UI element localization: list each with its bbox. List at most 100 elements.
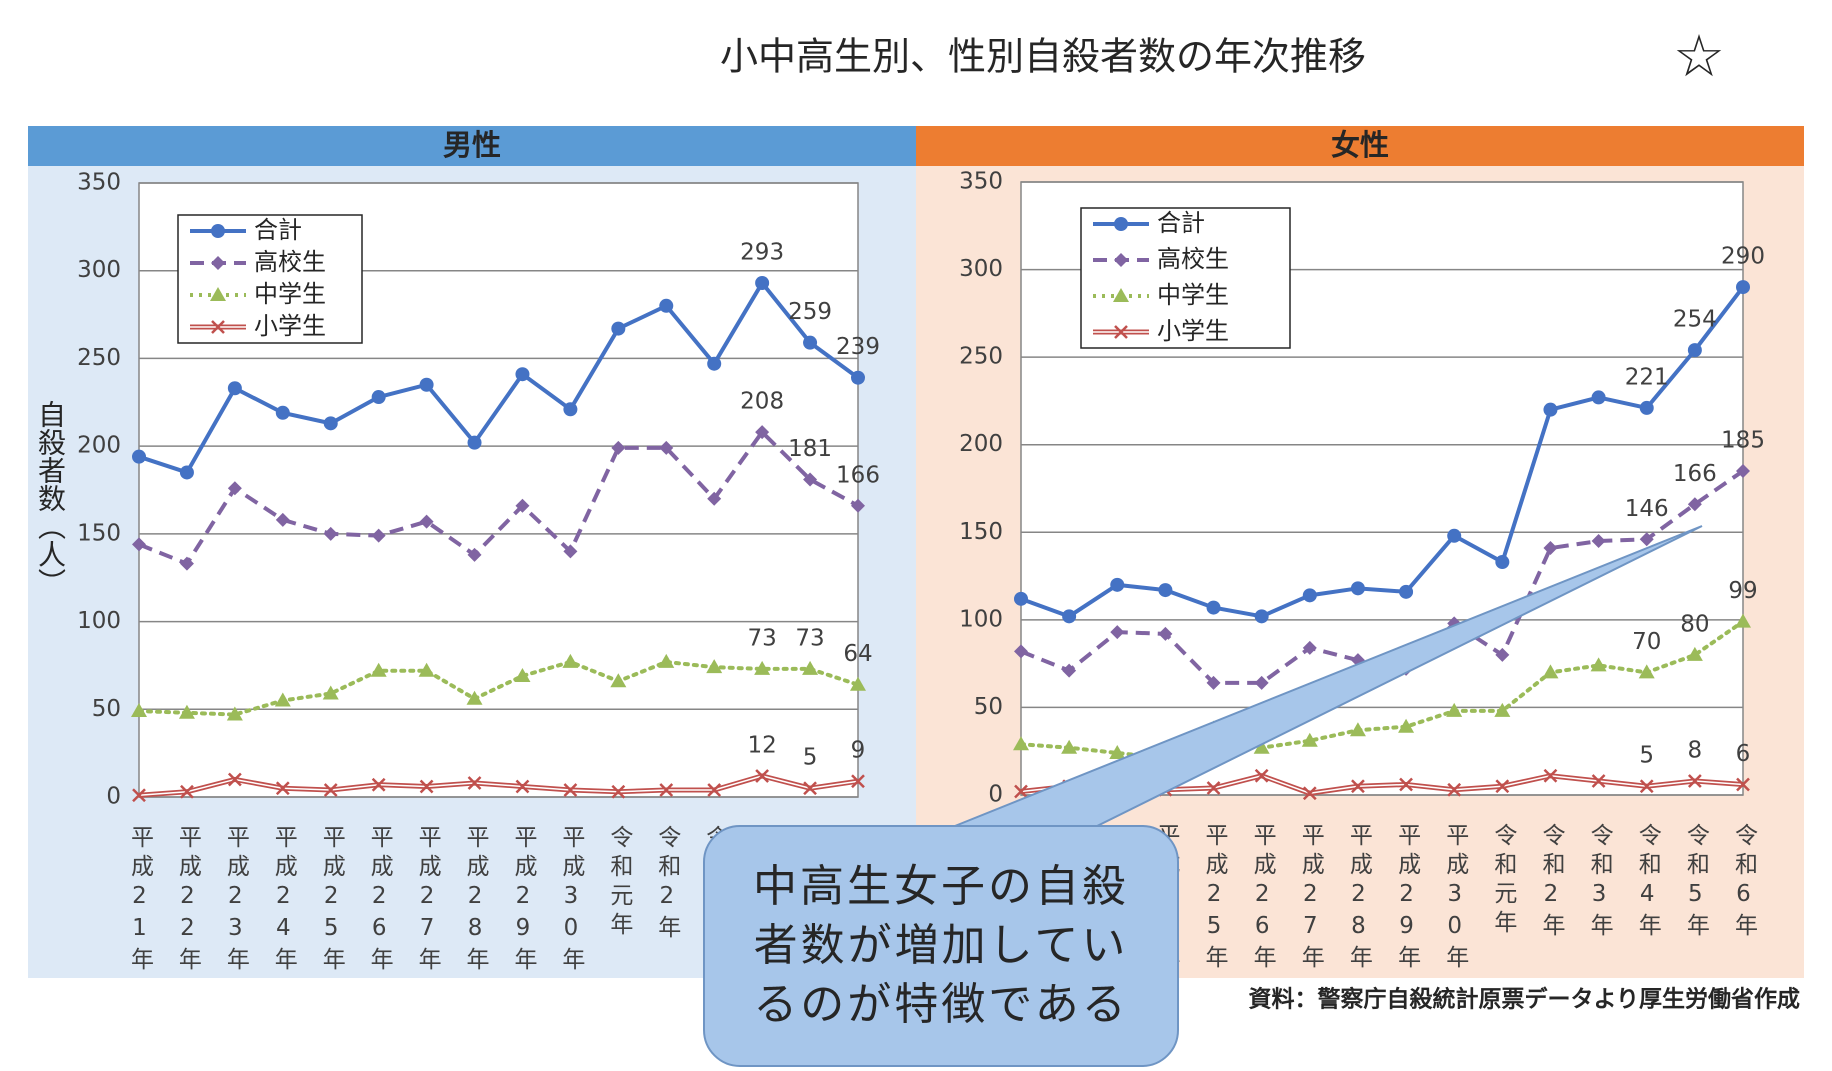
point (1687, 497, 1702, 512)
data-label: 290 (1721, 244, 1765, 270)
y-tick-label: 300 (77, 257, 121, 283)
point (1591, 390, 1606, 405)
point (322, 685, 339, 700)
y-tick-label: 0 (988, 782, 1003, 808)
point (275, 405, 290, 420)
y-tick-label: 250 (77, 345, 121, 371)
x-tick-label: 平成24年 (270, 825, 298, 976)
star-mark: ☆ (1673, 22, 1725, 90)
data-label: 259 (788, 299, 832, 325)
y-tick-label: 100 (77, 608, 121, 634)
point (1686, 646, 1703, 661)
data-label: 9 (851, 738, 866, 764)
data-label: 239 (836, 334, 880, 360)
point (514, 667, 531, 682)
point (515, 367, 530, 382)
chart-panel: 男性 0 50 100 150 200 250 300 350 自殺者数（人） 平成21年 平成22年… (28, 126, 916, 978)
point (1591, 774, 1606, 788)
point (1061, 739, 1078, 754)
data-label: 8 (1688, 737, 1703, 763)
panel-title: 女性 (1331, 128, 1389, 162)
data-label: 5 (1639, 743, 1654, 769)
point (274, 692, 291, 707)
point (1736, 777, 1750, 792)
point (1447, 782, 1462, 797)
panel-title: 男性 (443, 128, 501, 162)
point (1206, 675, 1221, 690)
point (1014, 784, 1028, 799)
point (1062, 663, 1077, 678)
point (515, 779, 530, 794)
legend-label: 小学生 (254, 312, 326, 340)
callout-text: 中高生女子の自殺 (753, 861, 1129, 912)
point (803, 472, 818, 487)
point (1350, 581, 1365, 596)
point (1687, 343, 1702, 358)
x-tick-label: 平成21年 (127, 825, 155, 976)
legend-label: 中学生 (1157, 281, 1229, 309)
data-label: 166 (836, 462, 880, 488)
panel-header (28, 126, 916, 166)
x-tick-label: 令和2年 (654, 825, 682, 944)
point (515, 498, 530, 513)
point (659, 298, 674, 313)
point (563, 544, 578, 559)
legend-label: 高校生 (1157, 245, 1229, 273)
point (370, 662, 387, 677)
callout-text: 者数が増加してい (754, 920, 1129, 971)
data-label: 254 (1673, 307, 1717, 333)
legend-box (177, 214, 363, 344)
x-tick-label: 令和6年 (1731, 823, 1759, 942)
point (132, 788, 146, 803)
point (1543, 768, 1558, 783)
data-label: 12 (747, 732, 776, 758)
point (1110, 577, 1125, 592)
point (180, 784, 194, 799)
point (611, 321, 626, 336)
x-tick-label: 令和元年 (1490, 823, 1518, 939)
point (707, 356, 722, 371)
point (227, 381, 242, 396)
point (275, 781, 290, 796)
point (755, 425, 770, 440)
legend-label: 中学生 (254, 280, 326, 308)
x-tick-label: 令和2年 (1538, 823, 1566, 942)
data-label: 64 (843, 641, 872, 667)
point (754, 660, 771, 675)
point (371, 777, 386, 792)
callout-join (930, 829, 1080, 837)
point (611, 440, 626, 455)
source-note: 資料：警察庁自殺統計原票データより厚生労働省作成 (1248, 986, 1800, 1013)
data-label: 6 (1736, 741, 1751, 767)
point (323, 783, 338, 797)
data-label: 146 (1625, 496, 1669, 522)
point (211, 256, 225, 270)
point (706, 659, 723, 674)
point (1590, 657, 1607, 672)
legend-label: 高校生 (254, 248, 326, 276)
point (1013, 736, 1029, 751)
point (179, 556, 194, 571)
point (467, 547, 482, 562)
data-label: 73 (747, 625, 776, 651)
point (1495, 779, 1510, 794)
point (1735, 613, 1751, 628)
point (131, 703, 147, 718)
series-line (138, 279, 860, 475)
callout-text: るのが特徴である (753, 979, 1129, 1030)
point (1254, 675, 1269, 690)
point (1206, 600, 1221, 615)
y-tick-label: 0 (106, 784, 121, 810)
point (1591, 534, 1606, 549)
y-tick-label: 250 (959, 344, 1003, 370)
legend-box (1080, 207, 1291, 349)
data-label: 293 (740, 239, 784, 265)
y-tick-label: 350 (959, 169, 1003, 195)
point (850, 676, 866, 691)
panel-header (916, 126, 1804, 166)
point (467, 776, 482, 790)
point (851, 498, 865, 513)
point (611, 784, 626, 799)
point (851, 370, 865, 385)
point (1109, 744, 1126, 759)
